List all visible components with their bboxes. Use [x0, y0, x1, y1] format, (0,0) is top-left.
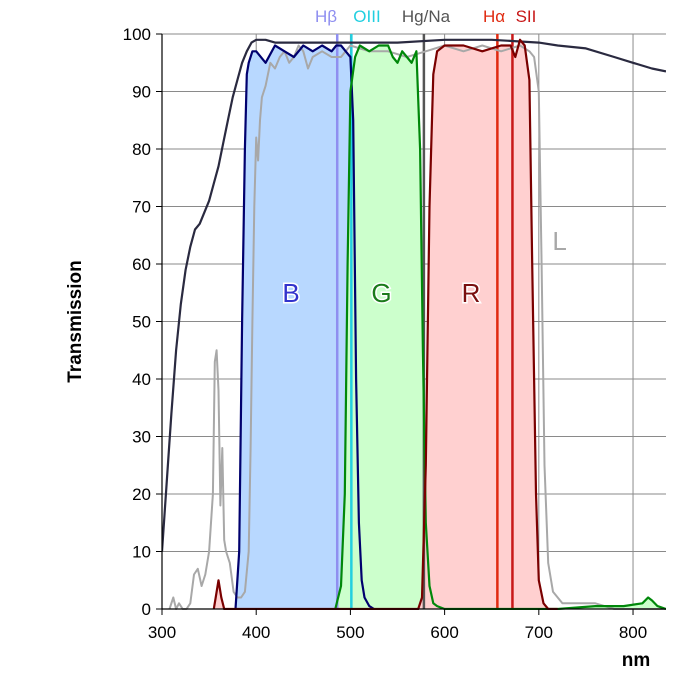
emission-label: SII [516, 7, 537, 26]
band-fill-r [213, 39, 558, 610]
y-tick-label: 10 [132, 543, 151, 562]
y-tick-label: 30 [132, 428, 151, 447]
band-fill-g [335, 45, 666, 609]
x-tick-label: 600 [430, 623, 458, 642]
y-tick-label: 60 [132, 255, 151, 274]
band-label-g: G [371, 278, 391, 308]
y-axis-title: Transmission [65, 260, 86, 383]
y-tick-label: 80 [132, 140, 151, 159]
y-tick-label: 40 [132, 370, 151, 389]
series-line-l-filter [168, 44, 666, 610]
annotations: Hβ OIII Hg/Na Hα SII B G R L [281, 7, 568, 309]
series-lines [162, 38, 666, 610]
axes: 0 10 20 30 40 50 60 70 80 90 100 300 400 500 600 700 800 [123, 25, 666, 642]
y-tick-label: 100 [123, 25, 151, 44]
band-label-r: R [462, 278, 481, 308]
x-tick-label: 700 [525, 623, 553, 642]
band-label-b: B [282, 278, 299, 308]
emission-label: OIII [353, 7, 380, 26]
series-line-b [234, 44, 375, 610]
emission-label: Hβ [315, 7, 337, 26]
emission-label: Hg/Na [402, 7, 451, 26]
y-tick-label: 50 [132, 313, 151, 332]
emission-label: Hα [483, 7, 505, 26]
x-tick-label: 800 [619, 623, 647, 642]
y-tick-label: 0 [142, 600, 151, 619]
x-tick-label: 300 [148, 623, 176, 642]
band-fills [213, 39, 666, 610]
series-line-g [334, 44, 666, 610]
y-tick-label: 70 [132, 198, 151, 217]
x-tick-label: 400 [242, 623, 270, 642]
series-line-l [162, 38, 666, 552]
band-label-l: L [552, 226, 566, 256]
y-tick-label: 20 [132, 485, 151, 504]
x-axis-title: nm [622, 650, 651, 671]
y-tick-label: 90 [132, 83, 151, 102]
x-tick-label: 500 [336, 623, 364, 642]
band-fill-b [235, 45, 374, 609]
